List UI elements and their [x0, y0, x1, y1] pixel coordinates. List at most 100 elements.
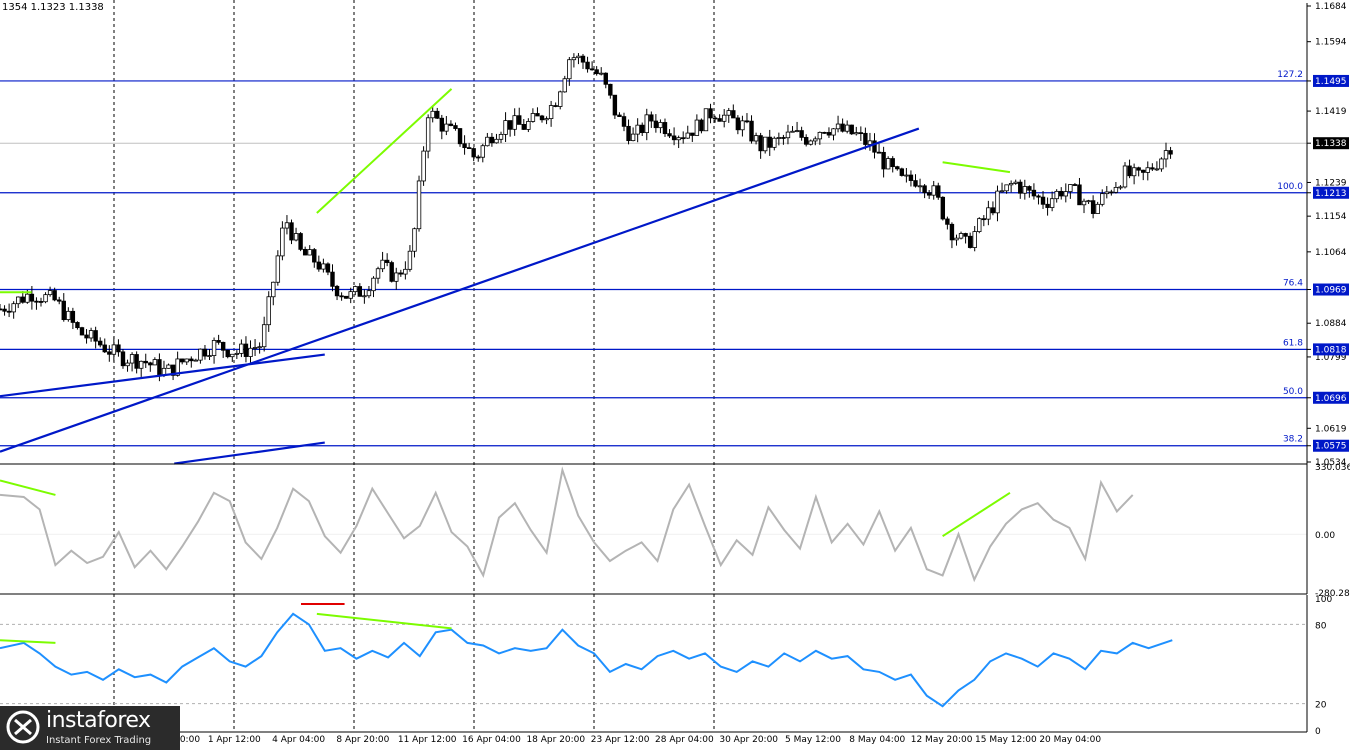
candle-body: [858, 132, 864, 135]
candle-body: [307, 249, 312, 256]
candle-body: [1131, 167, 1137, 177]
x-tick-label: 11 Apr 12:00: [398, 735, 457, 745]
candle-body: [503, 120, 508, 135]
candle-body: [931, 185, 936, 196]
ohlc-header: 1354 1.1323 1.1338: [2, 2, 104, 13]
candle-body: [366, 290, 372, 297]
candle-body: [166, 364, 171, 369]
candle-body: [47, 290, 53, 296]
candle-body: [125, 362, 130, 367]
candle-body: [717, 118, 722, 122]
candle-body: [371, 277, 376, 292]
fib-price-box: [1313, 283, 1349, 296]
candle-body: [999, 190, 1005, 193]
candle-body: [562, 78, 567, 93]
candle-body: [630, 133, 636, 142]
candle-body: [129, 354, 135, 364]
candle-body: [1059, 190, 1064, 197]
candle-body: [430, 110, 435, 119]
candle-body: [239, 343, 244, 354]
candle-body: [589, 68, 595, 71]
candle-body: [75, 322, 80, 329]
price-y-tick-label: 1.1154: [1315, 212, 1347, 222]
current-price-box: [1313, 137, 1349, 150]
candle-body: [20, 296, 25, 303]
candle-body: [635, 124, 640, 135]
candle-body: [275, 255, 281, 283]
candle-body: [712, 117, 718, 120]
candle-body: [25, 293, 30, 303]
candle-body: [972, 231, 977, 248]
candle-body: [1095, 203, 1100, 214]
instaforex-logo: instaforex Instant Forex Trading: [0, 706, 180, 750]
candle-body: [881, 151, 886, 170]
candle-body: [1109, 191, 1114, 194]
candle-body: [612, 94, 618, 116]
candle-body: [895, 166, 900, 170]
candle-body: [967, 235, 973, 248]
cci-y-tick-label: 330.0361: [1315, 463, 1350, 473]
candle-body: [539, 115, 545, 121]
candle-body: [298, 233, 303, 250]
candle-body: [753, 135, 759, 142]
cci-y-tick-label: -280.2849: [1315, 589, 1350, 599]
candle-body: [230, 353, 235, 358]
fib-price-label: 1.0575: [1315, 442, 1347, 452]
candle-body: [79, 327, 85, 336]
price-y-tick-label: 1.1684: [1315, 2, 1347, 12]
x-tick-label: 20 May 04:00: [1039, 735, 1101, 745]
fib-level-label: 127.2: [1277, 70, 1303, 80]
candle-body: [781, 137, 786, 139]
candle-body: [699, 119, 704, 132]
candle-body: [102, 344, 107, 353]
cci-pane: [0, 466, 1307, 583]
candle-body: [120, 351, 126, 367]
candle-body: [1004, 184, 1009, 192]
brand-name: instaforex: [46, 708, 151, 733]
candle-body: [1063, 191, 1068, 197]
candle-body: [1045, 203, 1050, 208]
candle-body: [762, 136, 768, 152]
candle-body: [16, 296, 21, 305]
candle-body: [52, 290, 57, 301]
candle-body: [57, 299, 62, 302]
candle-body: [2, 308, 7, 312]
candle-body: [1100, 193, 1105, 205]
rsi-y-tick-label: 20: [1315, 701, 1327, 711]
candle-body: [1022, 186, 1028, 194]
candle-body: [462, 143, 467, 149]
candle-body: [867, 140, 873, 145]
candle-body: [271, 281, 276, 298]
vertical-gridlines: [113, 0, 715, 730]
price-y-tick-label: 1.1419: [1315, 107, 1347, 117]
candle-body: [904, 174, 909, 177]
candle-body: [685, 132, 690, 139]
candle-body: [740, 120, 745, 131]
candle-body: [1049, 198, 1055, 208]
candle-body: [885, 158, 891, 170]
candle-body: [1031, 189, 1037, 197]
candle-body: [986, 207, 991, 220]
candle-body: [653, 120, 659, 129]
candle-body: [1127, 165, 1132, 177]
rsi-y-tick-label: 100: [1315, 595, 1332, 605]
candle-body: [826, 132, 832, 136]
rsi-series-line: [0, 612, 1173, 708]
candle-body: [899, 168, 905, 176]
candle-body: [439, 117, 445, 132]
candle-body: [690, 132, 695, 136]
candle-body: [735, 117, 741, 131]
cci-divergence-line: [0, 479, 56, 496]
brand-tagline: Instant Forex Trading: [46, 735, 152, 746]
cci-y-tick-label: 0.00: [1315, 531, 1335, 541]
trendline-channel: [0, 353, 325, 398]
candle-body: [453, 125, 458, 129]
candle-body: [412, 228, 417, 252]
candle-body: [512, 115, 517, 130]
candle-body: [721, 114, 727, 122]
fib-price-box: [1313, 439, 1349, 452]
fib-price-box: [1313, 186, 1349, 199]
candle-body: [116, 344, 121, 353]
candle-body: [175, 358, 180, 376]
candle-body: [608, 83, 613, 96]
